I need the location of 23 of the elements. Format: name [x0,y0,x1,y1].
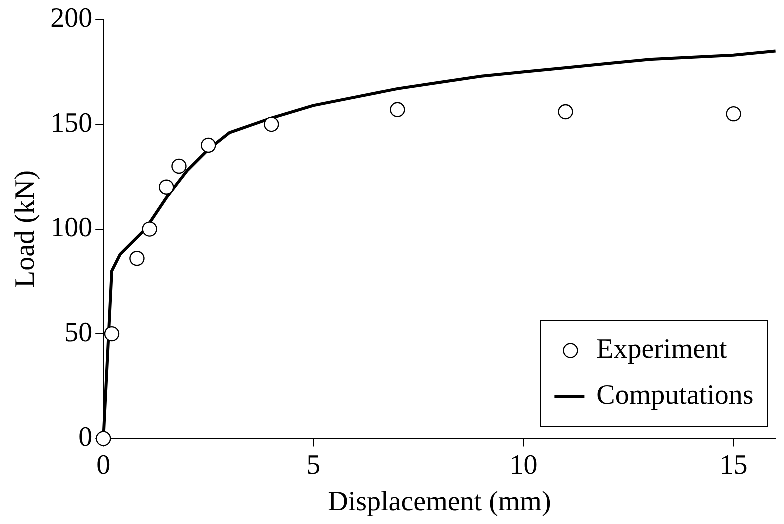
point [726,106,742,122]
y-tick-label: 150 [50,108,93,139]
point [159,180,174,195]
x-tick-label: 15 [720,450,748,481]
point [390,102,406,118]
point [201,138,216,154]
point [558,104,574,120]
point [264,116,280,132]
x-tick-label: 5 [306,450,321,481]
point [172,158,187,174]
y-tick-label: 100 [50,212,93,244]
legend-label: Experiment [596,334,728,366]
point [104,326,120,342]
y-axis-title: Load (kN) [10,170,42,288]
y-tick-label: 0 [78,422,93,454]
y-tick-label: 200 [50,3,93,34]
legend-label: Computations [596,380,754,412]
point [130,251,145,266]
point [142,222,158,237]
x-tick-label: 10 [510,450,538,481]
point [96,431,112,446]
y-tick-label: 50 [64,317,93,348]
x-axis-title: Displacement (mm) [328,486,552,518]
